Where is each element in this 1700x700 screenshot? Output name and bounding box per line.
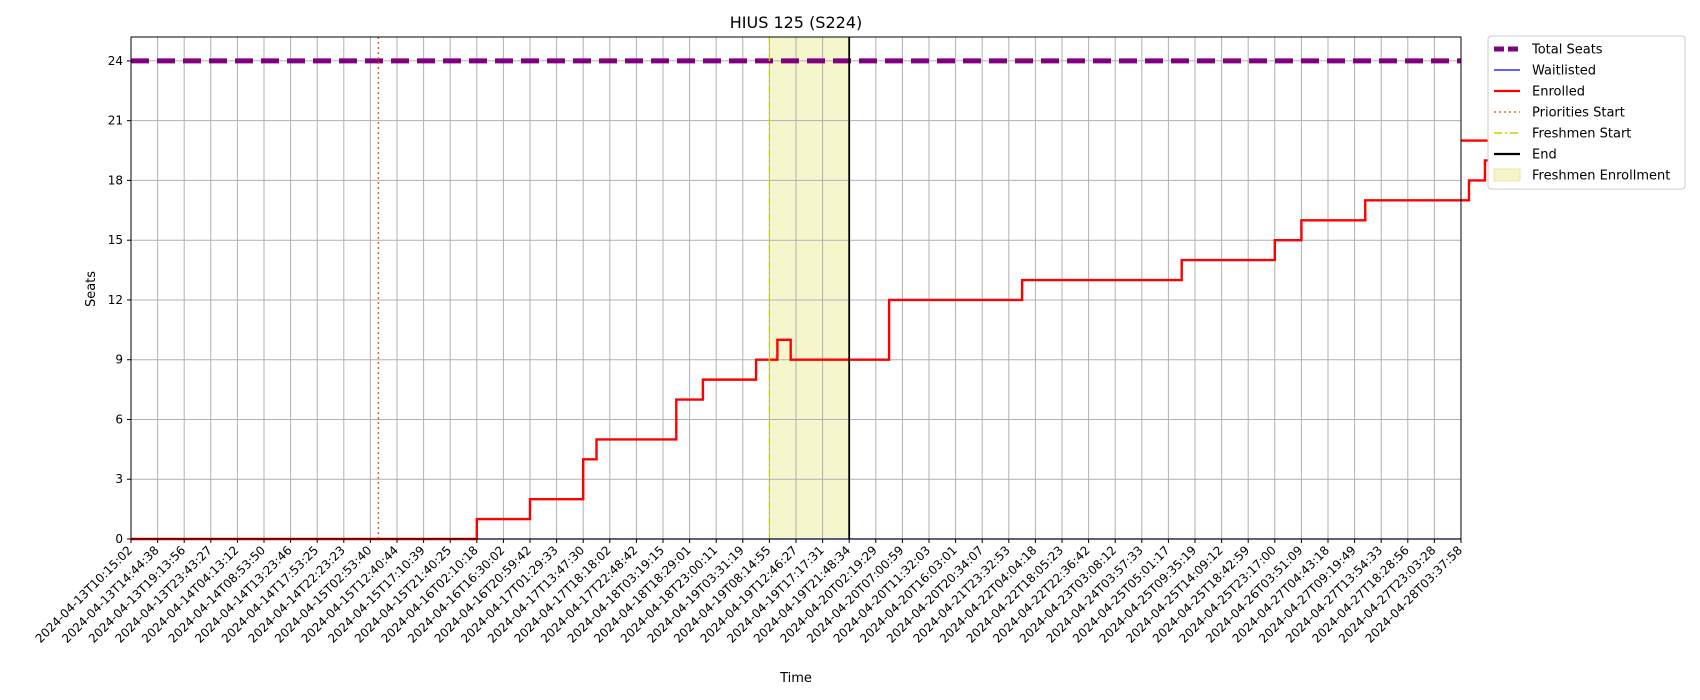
legend-label-freshmen_area: Freshmen Enrollment [1532, 169, 1670, 184]
grid-lines [130, 37, 1462, 540]
y-tick-label: 12 [108, 293, 123, 307]
x-axis-ticks: 2024-04-13T10:15:022024-04-13T14:44:3820… [33, 539, 1465, 646]
freshmen-enrollment-band [769, 37, 850, 539]
legend-swatch-freshmen_area [1493, 168, 1521, 182]
y-axis-ticks: 0 3 6 9 12 15 18 21 24 [108, 54, 131, 546]
y-axis-label: Seats [84, 271, 99, 307]
y-tick-label: 15 [108, 233, 123, 247]
legend-label-waitlisted: Waitlisted [1532, 64, 1596, 79]
y-tick-label: 24 [108, 54, 123, 68]
y-tick-label: 21 [108, 114, 123, 128]
freshmen-enrollment-area [769, 37, 850, 539]
y-tick-label: 3 [115, 472, 123, 486]
y-tick-label: 9 [115, 353, 123, 367]
legend-frame [1487, 35, 1686, 190]
enrolled-line [131, 139, 1508, 541]
legend: Total Seats Waitlisted Enrolled Priorities … [1487, 35, 1686, 190]
y-tick-label: 0 [115, 532, 123, 546]
y-tick-label: 6 [115, 412, 123, 426]
legend-label-end: End [1532, 148, 1557, 163]
legend-label-freshmen: Freshmen Start [1532, 127, 1631, 142]
y-tick-label: 18 [108, 173, 123, 187]
legend-label-enrolled: Enrolled [1532, 85, 1585, 100]
legend-label-priorities: Priorities Start [1532, 106, 1625, 121]
legend-label-total: Total Seats [1531, 43, 1603, 58]
chart-title: HIUS 125 (S224) [730, 13, 863, 32]
x-axis-label: Time [779, 671, 812, 686]
